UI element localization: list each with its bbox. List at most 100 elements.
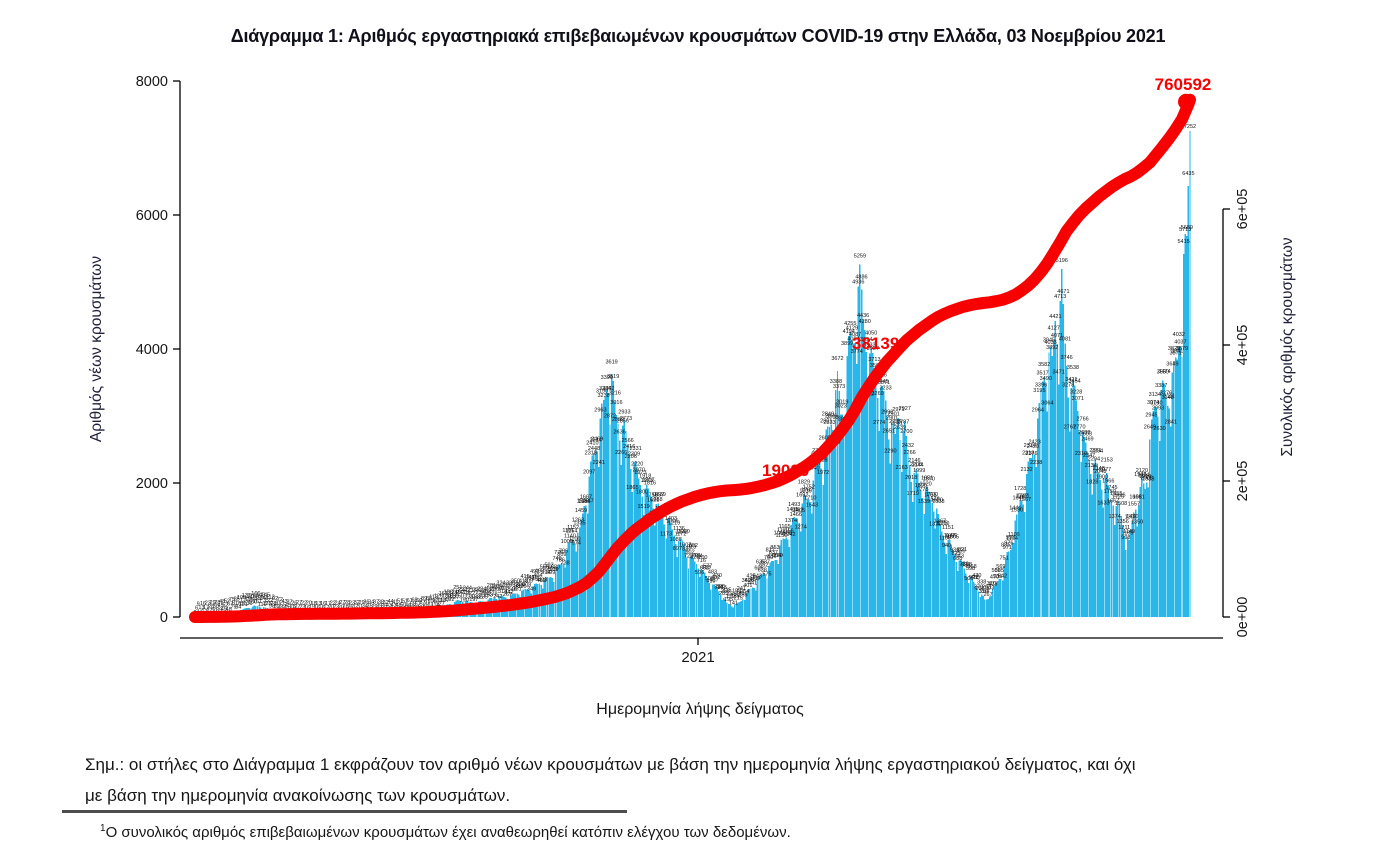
- svg-text:227: 227: [450, 595, 459, 601]
- svg-text:1578: 1578: [927, 496, 939, 502]
- svg-text:2347: 2347: [1083, 453, 1095, 459]
- svg-text:569: 569: [996, 564, 1005, 570]
- svg-text:786: 786: [556, 557, 565, 563]
- svg-text:3148: 3148: [1161, 395, 1173, 401]
- svg-text:1692: 1692: [796, 493, 808, 499]
- svg-text:1697: 1697: [652, 492, 664, 498]
- svg-text:1865: 1865: [626, 485, 638, 491]
- svg-text:223: 223: [458, 587, 467, 593]
- svg-text:28: 28: [208, 604, 214, 610]
- svg-text:20: 20: [306, 601, 312, 607]
- svg-text:1306: 1306: [666, 519, 678, 525]
- svg-text:43: 43: [282, 599, 288, 605]
- svg-text:1000: 1000: [561, 539, 573, 545]
- svg-text:121: 121: [239, 602, 248, 608]
- svg-text:2331: 2331: [629, 446, 641, 452]
- svg-text:352: 352: [509, 582, 518, 588]
- svg-text:2469: 2469: [1081, 437, 1093, 443]
- svg-text:413: 413: [519, 578, 528, 584]
- svg-text:2688: 2688: [1078, 430, 1090, 436]
- svg-text:1156: 1156: [782, 529, 794, 535]
- svg-text:1999: 1999: [913, 468, 925, 474]
- svg-text:197: 197: [469, 597, 478, 603]
- svg-text:49: 49: [221, 607, 227, 613]
- svg-text:1918: 1918: [639, 474, 651, 480]
- svg-text:4671: 4671: [1057, 289, 1069, 295]
- svg-text:1920: 1920: [919, 481, 931, 487]
- svg-text:3774: 3774: [851, 349, 863, 355]
- svg-text:220: 220: [472, 587, 481, 593]
- svg-text:828: 828: [690, 555, 699, 561]
- svg-text:4436: 4436: [857, 313, 869, 319]
- svg-text:346: 346: [508, 587, 517, 593]
- svg-text:84: 84: [235, 604, 241, 610]
- svg-text:2963: 2963: [594, 408, 606, 414]
- svg-text:543: 543: [753, 574, 762, 580]
- svg-text:594: 594: [541, 570, 550, 576]
- y-right-axis-title: Συνολικός αριθμός κρουσμάτων: [1279, 237, 1296, 457]
- svg-text:597: 597: [543, 566, 552, 572]
- svg-text:285: 285: [719, 591, 728, 597]
- svg-text:4033: 4033: [1044, 340, 1056, 346]
- svg-text:214: 214: [468, 588, 477, 594]
- svg-text:45: 45: [218, 603, 224, 609]
- svg-text:349: 349: [527, 587, 536, 593]
- svg-text:1608: 1608: [1129, 494, 1141, 500]
- svg-text:1367: 1367: [934, 518, 946, 524]
- svg-text:215: 215: [722, 588, 731, 594]
- svg-text:52: 52: [224, 599, 230, 605]
- svg-text:23: 23: [299, 605, 305, 611]
- svg-text:160: 160: [248, 599, 257, 605]
- svg-text:593: 593: [545, 562, 554, 568]
- svg-text:17: 17: [325, 601, 331, 607]
- svg-text:1943: 1943: [1134, 472, 1146, 478]
- svg-text:37: 37: [373, 600, 379, 606]
- svg-text:136: 136: [243, 601, 252, 607]
- svg-text:415: 415: [521, 574, 530, 580]
- svg-text:119: 119: [258, 602, 267, 608]
- svg-text:179: 179: [726, 594, 735, 600]
- svg-text:652: 652: [759, 562, 768, 568]
- svg-text:635: 635: [756, 560, 765, 566]
- svg-text:428: 428: [538, 577, 547, 583]
- svg-text:2882: 2882: [612, 417, 624, 423]
- svg-text:1966: 1966: [1102, 478, 1114, 484]
- svg-text:7252: 7252: [1184, 124, 1196, 130]
- svg-text:1725: 1725: [1112, 494, 1124, 500]
- svg-text:2048: 2048: [1094, 469, 1106, 475]
- svg-text:1719: 1719: [907, 491, 919, 497]
- svg-text:61: 61: [407, 598, 413, 604]
- svg-text:2153: 2153: [1101, 458, 1113, 464]
- x-tick-label: 2021: [681, 649, 714, 666]
- svg-text:809: 809: [557, 552, 566, 558]
- svg-text:1688: 1688: [650, 497, 662, 503]
- svg-text:4255: 4255: [844, 321, 856, 327]
- svg-text:1753: 1753: [645, 493, 657, 499]
- svg-text:51: 51: [402, 599, 408, 605]
- svg-text:32: 32: [352, 604, 358, 610]
- svg-text:258: 258: [721, 589, 730, 595]
- svg-text:1816: 1816: [799, 488, 811, 494]
- svg-text:3387: 3387: [1155, 383, 1167, 389]
- svg-text:465: 465: [971, 575, 980, 581]
- svg-text:2933: 2933: [618, 410, 630, 416]
- svg-text:2374: 2374: [1024, 443, 1036, 449]
- cumulative-annotation: 38139: [852, 334, 899, 353]
- svg-text:20: 20: [328, 605, 334, 611]
- svg-text:26: 26: [347, 604, 353, 610]
- svg-text:3879: 3879: [1176, 346, 1188, 352]
- svg-text:1621: 1621: [647, 497, 659, 503]
- svg-text:726: 726: [960, 561, 969, 567]
- svg-text:27: 27: [339, 600, 345, 606]
- svg-text:1467: 1467: [791, 508, 803, 514]
- svg-text:2774: 2774: [873, 420, 885, 426]
- svg-text:337: 337: [514, 583, 523, 589]
- svg-text:599: 599: [546, 570, 555, 576]
- svg-text:3371: 3371: [878, 380, 890, 386]
- svg-text:3841: 3841: [1171, 349, 1183, 355]
- svg-text:494: 494: [533, 573, 542, 579]
- svg-text:316: 316: [495, 585, 504, 591]
- svg-text:3899: 3899: [841, 341, 853, 347]
- svg-text:270: 270: [492, 584, 501, 590]
